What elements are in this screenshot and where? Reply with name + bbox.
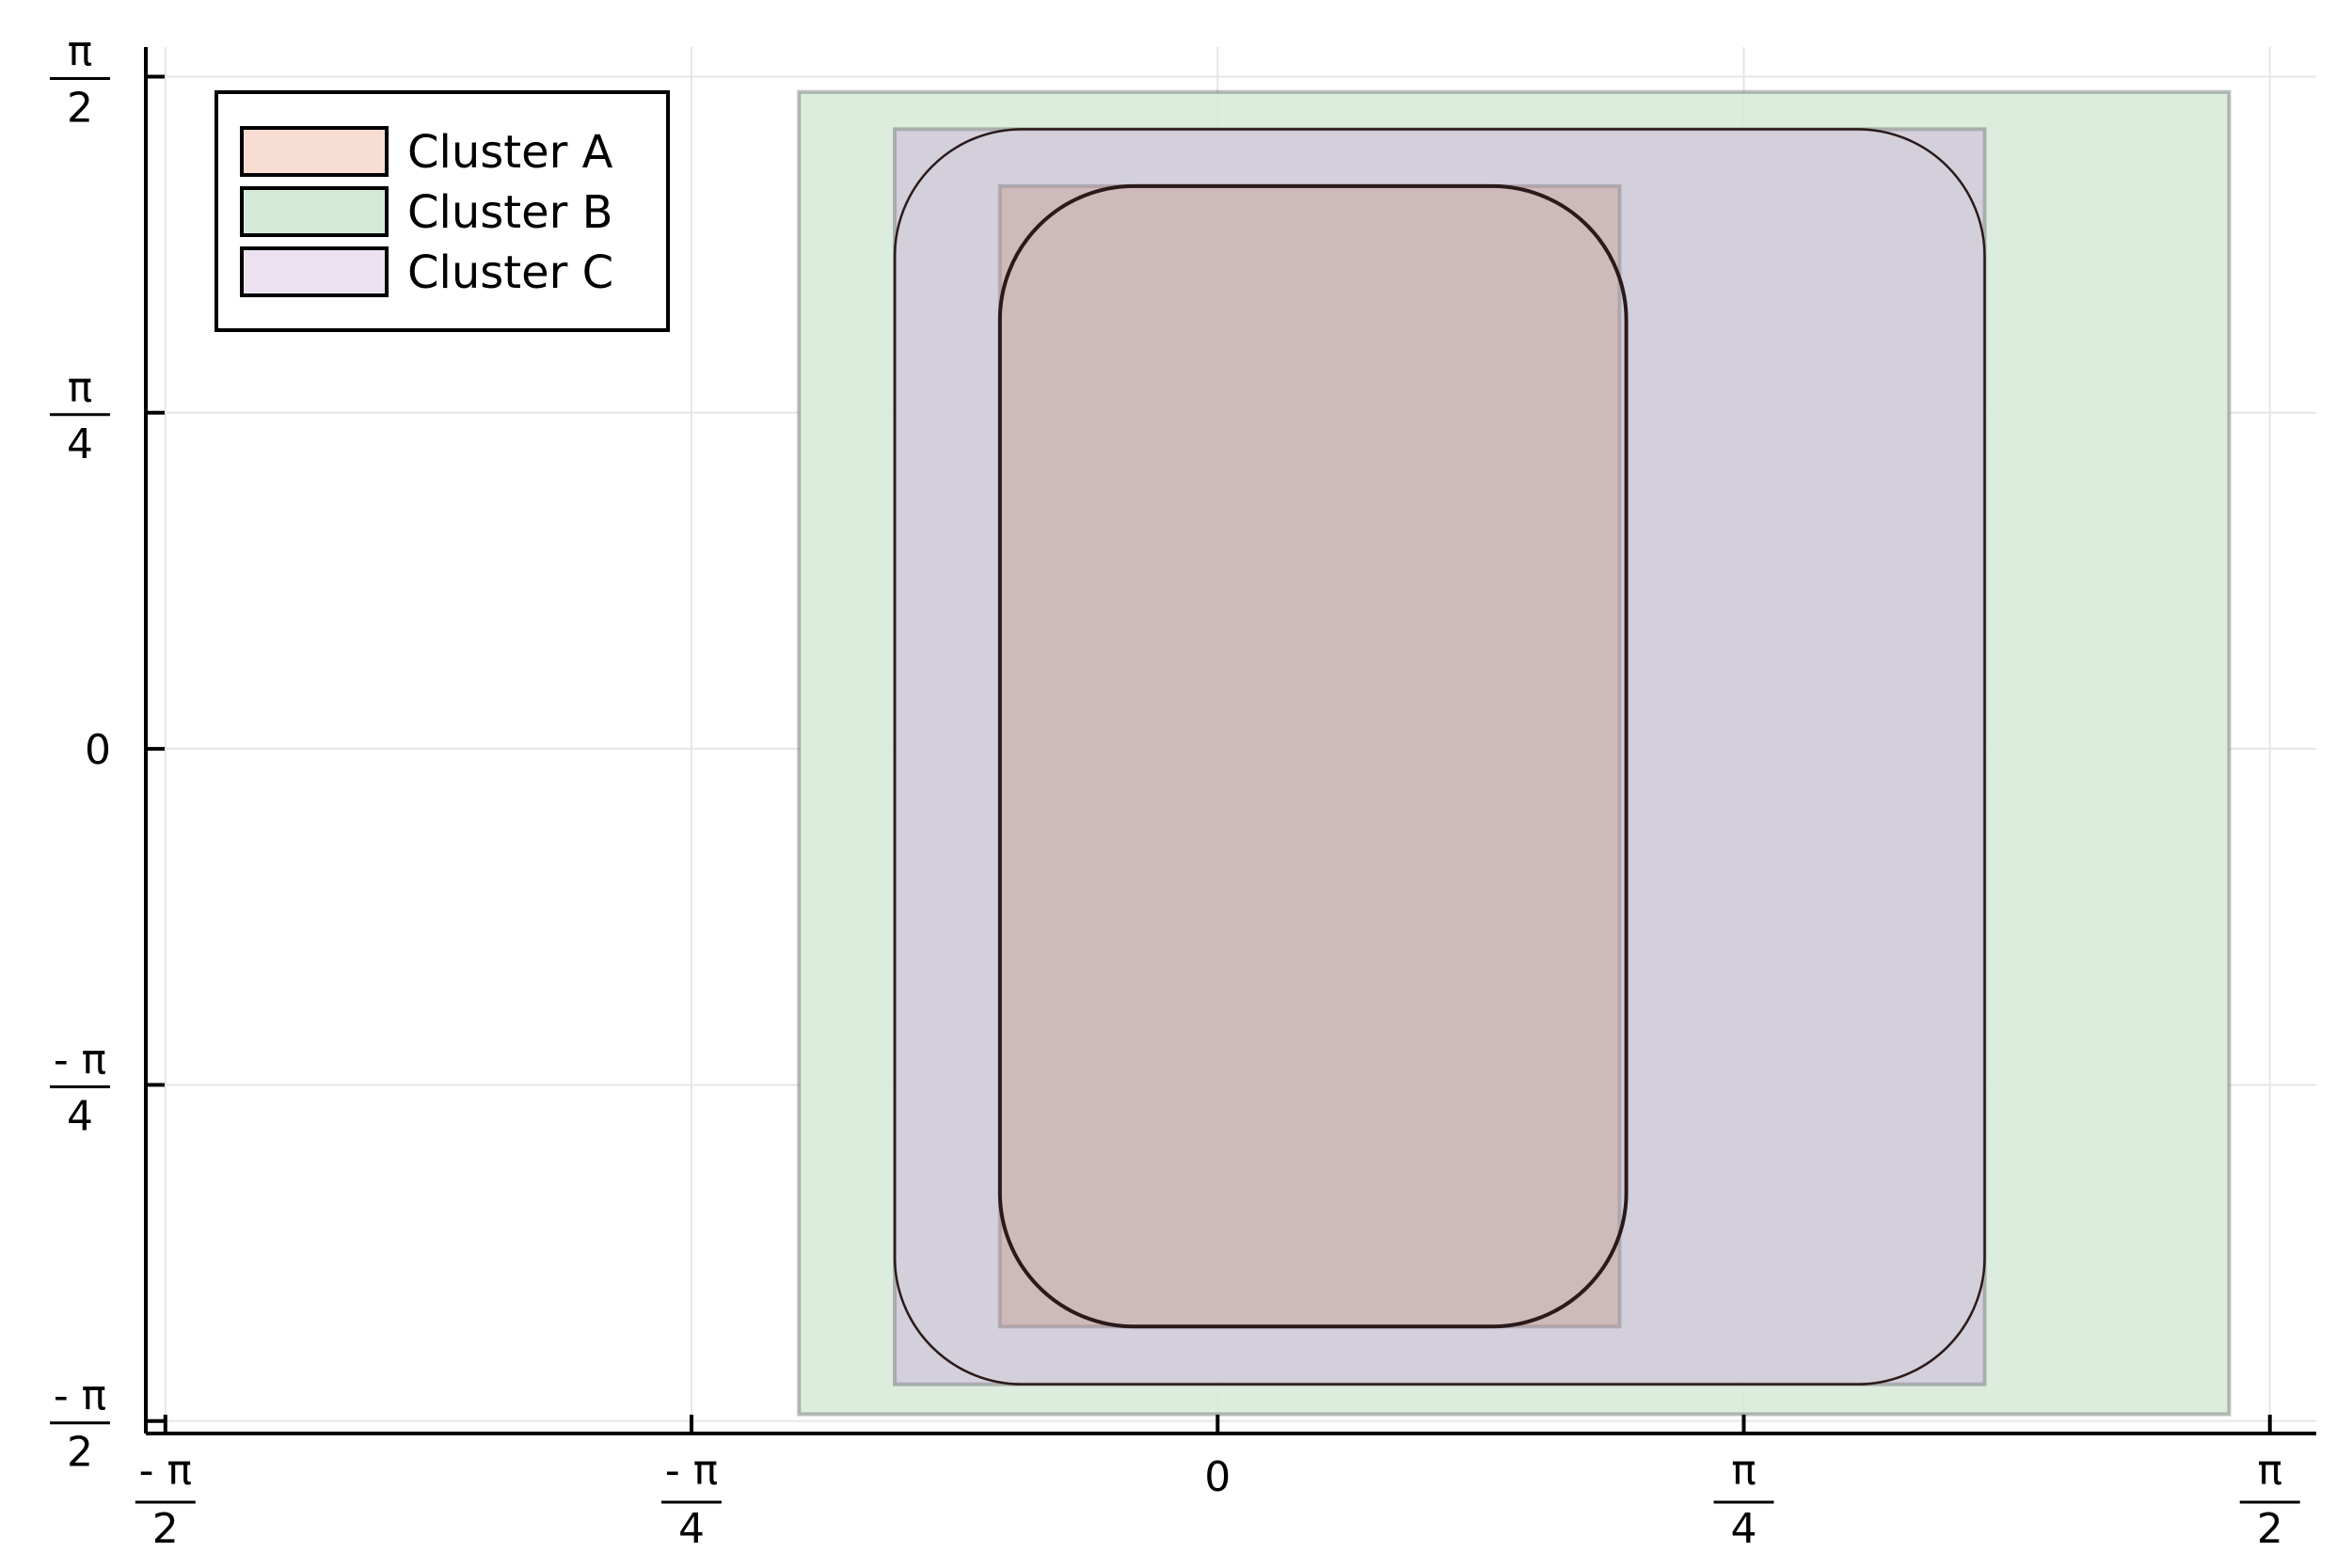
y-tick-label-2: 0 [85,726,111,774]
orbit-curves [893,128,1986,1386]
x-tick-label-2: 0 [1204,1453,1231,1501]
legend-swatch-0 [240,126,389,177]
legend-label-1: Cluster B [407,186,613,239]
legend-swatch-2 [240,246,389,297]
x-tick-numerator-1: - π [665,1447,718,1495]
y-tick-denominator-1: 4 [67,1092,93,1140]
legend-label-0: Cluster A [407,126,613,179]
legend-swatch-1 [240,186,389,237]
y-tick-numerator-4: π [68,27,93,75]
cluster-boxes [797,89,2232,1417]
y-tick-numerator-0: - π [54,1372,106,1420]
x-tick-numerator-0: - π [139,1447,192,1495]
x-tick-denominator-1: 4 [678,1505,705,1553]
y-tick-denominator-0: 2 [67,1429,93,1477]
x-tick-numerator-3: π [1731,1447,1756,1495]
x-tick-denominator-0: 2 [152,1505,179,1553]
axes: - π 2 - π 4 0 π 4 π 2 - π 2 - π 4 0 π 4 π 2 [50,27,2316,1553]
orbit-curve-2 [893,128,1986,1386]
x-tick-numerator-4: π [2257,1447,2282,1495]
x-tick-denominator-3: 4 [1730,1505,1756,1553]
y-tick-numerator-3: π [68,364,93,412]
orbit-curve-0 [997,183,1629,1329]
cluster-box-shade-2 [895,129,1985,1385]
cluster-box-shade-0 [999,185,1620,1327]
legend-label-2: Cluster C [407,246,613,299]
y-tick-numerator-1: - π [54,1036,106,1084]
y-tick-denominator-4: 2 [67,84,93,132]
y-tick-denominator-3: 4 [67,420,93,468]
legend: Cluster A Cluster B Cluster C [215,90,670,332]
x-tick-denominator-4: 2 [2257,1505,2283,1553]
